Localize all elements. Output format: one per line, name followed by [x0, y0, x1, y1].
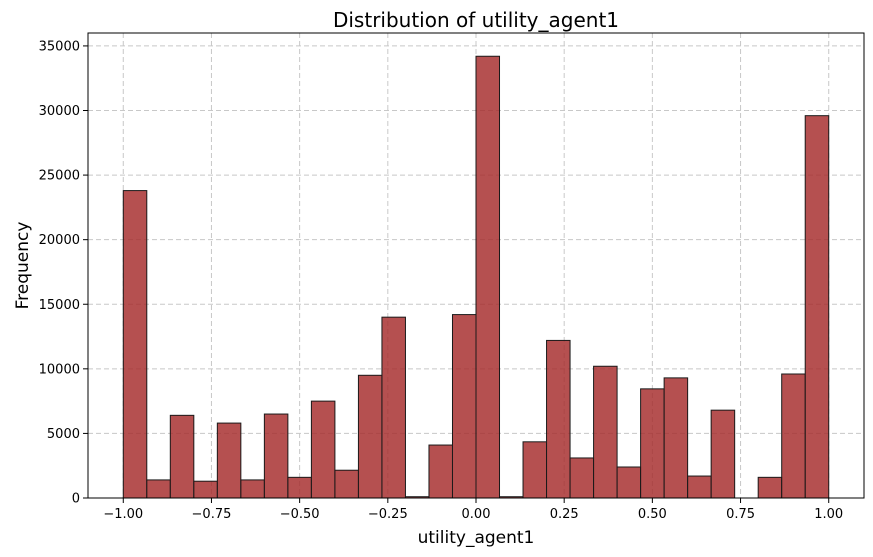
- x-axis-ticks: −1.00 −0.75 −0.50 −0.25 0.00 0.25 0.50 0.75 1.00: [103, 498, 843, 522]
- histogram-bar: [781, 373, 806, 499]
- histogram-bar: [193, 480, 218, 499]
- x-tick-label: −1.00: [103, 507, 143, 522]
- histogram-bar: [263, 413, 289, 499]
- y-tick-label: 0: [72, 492, 80, 507]
- histogram-bar: [287, 476, 312, 499]
- histogram-bar: [522, 441, 548, 499]
- histogram-bar: [804, 115, 830, 499]
- histogram-bars: [122, 55, 830, 499]
- x-tick-label: −0.75: [192, 507, 232, 522]
- y-tick-label: 10000: [39, 362, 80, 377]
- histogram-bar: [710, 409, 736, 499]
- histogram-bar: [757, 476, 783, 499]
- y-tick-label: 20000: [39, 233, 80, 248]
- histogram-bar: [310, 400, 336, 499]
- histogram-bar: [381, 316, 406, 499]
- x-tick-label: 1.00: [814, 507, 843, 522]
- y-axis-ticks: 0 5000 10000 15000 20000 25000 30000 35000: [39, 39, 88, 507]
- x-tick-label: 0.75: [726, 507, 755, 522]
- x-tick-label: 0.00: [462, 507, 491, 522]
- x-tick-label: −0.50: [280, 507, 320, 522]
- histogram-bar: [428, 444, 453, 499]
- histogram-bar: [451, 314, 477, 499]
- y-tick-label: 5000: [47, 427, 80, 442]
- histogram-bar: [216, 422, 242, 499]
- x-tick-label: 0.25: [550, 507, 579, 522]
- histogram-bar: [616, 466, 642, 499]
- y-axis-label: Frequency: [13, 222, 33, 310]
- histogram-bar: [546, 339, 571, 499]
- y-tick-label: 25000: [39, 169, 80, 184]
- x-tick-label: 0.50: [638, 507, 667, 522]
- histogram-bar: [122, 190, 148, 499]
- histogram-bar: [146, 479, 171, 499]
- histogram-bar: [475, 55, 501, 499]
- histogram-bar: [569, 457, 595, 499]
- y-tick-label: 15000: [39, 298, 80, 313]
- histogram-bar: [169, 414, 195, 499]
- histogram-bar: [334, 469, 359, 499]
- y-tick-label: 30000: [39, 104, 80, 119]
- x-axis-label: utility_agent1: [418, 528, 535, 548]
- histogram-bar: [240, 479, 265, 499]
- histogram-bar: [687, 475, 712, 499]
- histogram-bar: [357, 374, 383, 499]
- histogram-bar: [640, 388, 665, 499]
- chart-title: Distribution of utility_agent1: [333, 8, 619, 32]
- histogram-bar: [663, 377, 689, 499]
- y-tick-label: 35000: [39, 39, 80, 54]
- histogram-bar: [593, 365, 618, 499]
- x-tick-label: −0.25: [368, 507, 408, 522]
